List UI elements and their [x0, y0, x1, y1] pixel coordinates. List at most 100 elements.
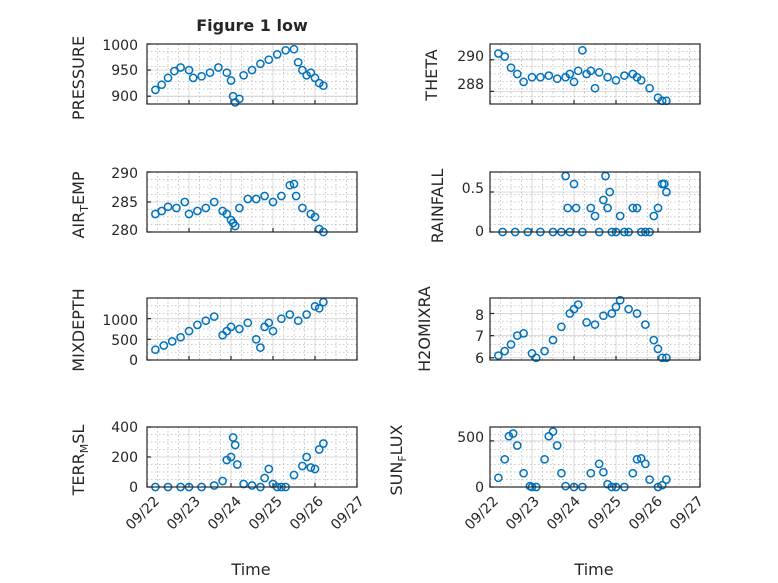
figure-title: Figure 1 low — [196, 16, 308, 35]
xtick-left-0927: 09/27 — [328, 494, 368, 534]
ytick-h2o-6: 6 — [475, 351, 484, 367]
data-point — [151, 85, 160, 95]
data-point — [218, 330, 227, 340]
data-point — [172, 203, 181, 213]
data-point — [310, 301, 320, 311]
data-point — [268, 197, 278, 207]
data-point — [641, 320, 650, 329]
data-point — [167, 337, 177, 346]
data-point — [314, 303, 324, 313]
ytick-sun-0: 0 — [475, 480, 484, 496]
axes-frame — [489, 171, 701, 233]
data-point — [268, 326, 278, 336]
data-point — [552, 74, 562, 84]
data-point — [243, 194, 253, 204]
data-point — [561, 171, 570, 181]
ytick-air-285: 285 — [111, 195, 138, 211]
data-point — [508, 429, 518, 438]
xtick-left-0925: 09/25 — [246, 494, 286, 534]
data-point — [226, 322, 236, 332]
axes-frame — [146, 426, 358, 488]
ytick-terr-0: 0 — [129, 480, 138, 496]
data-point — [611, 302, 621, 312]
data-point — [582, 318, 591, 327]
ylabel-air-temp-tail: EMP — [69, 171, 88, 205]
data-point — [163, 73, 173, 83]
xtick-left-0922: 09/22 — [123, 494, 163, 534]
ylabel-pressure: PRESSURE — [69, 36, 88, 120]
subplot-sun-flux — [489, 426, 701, 492]
data-point — [319, 81, 328, 91]
data-point — [662, 187, 671, 197]
data-point — [557, 322, 566, 332]
ytick-pressure-900: 900 — [111, 89, 138, 105]
data-point — [184, 326, 194, 336]
data-point — [197, 71, 206, 81]
data-point — [214, 63, 223, 72]
data-point — [605, 187, 615, 197]
data-point — [632, 309, 642, 318]
data-point — [506, 340, 516, 349]
data-point — [302, 452, 311, 462]
data-point — [561, 481, 570, 491]
data-point — [653, 203, 663, 213]
subplot-h2omixra — [489, 295, 701, 363]
data-point — [607, 309, 617, 318]
data-point — [184, 65, 194, 75]
data-point — [657, 353, 667, 363]
data-point — [226, 452, 236, 462]
ytick-mix-1000: 1000 — [102, 313, 138, 329]
subplot-pressure — [146, 43, 358, 107]
data-point — [151, 345, 160, 355]
ytick-theta-288: 288 — [457, 77, 484, 93]
data-point — [218, 476, 227, 486]
data-point — [536, 72, 545, 82]
data-point — [544, 431, 554, 441]
data-point — [657, 480, 667, 490]
subplot-terr-msl — [146, 426, 358, 492]
axes-frame — [146, 43, 358, 105]
data-point — [603, 203, 612, 213]
data-point — [557, 468, 566, 478]
data-point — [500, 52, 510, 61]
data-point — [226, 76, 236, 85]
axes-frame — [146, 171, 358, 233]
data-point — [649, 211, 659, 221]
data-point — [281, 45, 290, 55]
data-point — [611, 75, 621, 85]
data-point — [590, 320, 600, 329]
data-point — [636, 75, 646, 85]
data-point — [512, 69, 522, 79]
data-point — [590, 83, 600, 93]
data-point — [239, 70, 248, 80]
data-point — [289, 44, 299, 54]
data-point — [247, 65, 257, 75]
data-point — [235, 324, 244, 334]
data-point — [662, 475, 671, 484]
ylabel-sun-tail: LUX — [387, 424, 406, 455]
data-point — [645, 475, 654, 484]
data-point — [272, 50, 282, 59]
data-point — [285, 180, 295, 190]
data-point — [247, 481, 257, 490]
data-point — [169, 66, 179, 76]
data-point — [586, 468, 596, 478]
subplot-rainfall — [489, 171, 701, 237]
data-point — [184, 209, 194, 219]
data-point — [260, 191, 269, 201]
data-point — [573, 300, 583, 309]
ytick-mix-500: 500 — [111, 333, 138, 349]
subplot-mixdepth — [146, 297, 358, 361]
data-point — [251, 194, 261, 204]
data-point — [649, 335, 659, 345]
data-point — [571, 203, 581, 213]
data-point — [620, 71, 629, 80]
data-point — [548, 335, 558, 345]
data-point — [293, 57, 303, 67]
data-point — [235, 94, 244, 104]
ytick-rain-0: 0 — [475, 224, 484, 240]
data-point — [569, 77, 579, 87]
data-point — [239, 479, 248, 489]
data-point — [586, 203, 596, 213]
